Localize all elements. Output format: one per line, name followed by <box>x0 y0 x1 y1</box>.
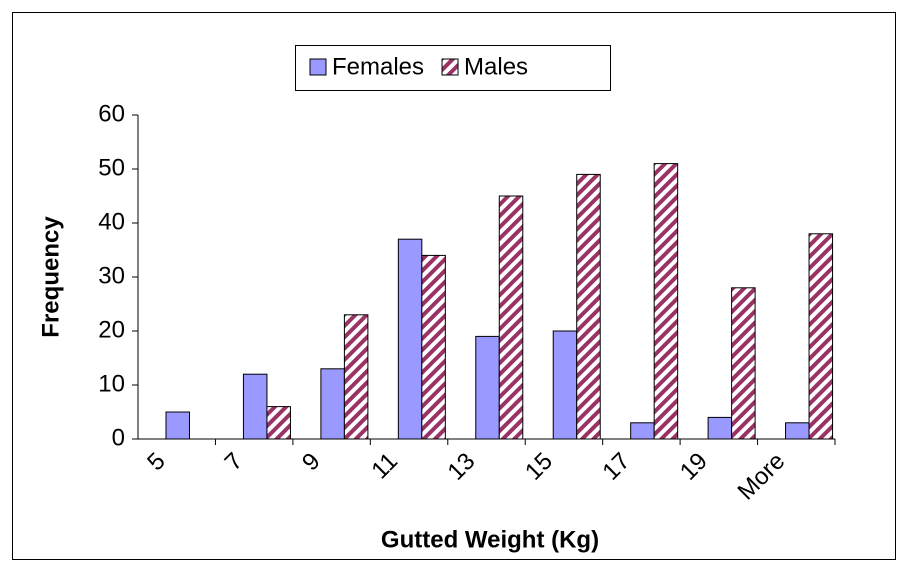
y-tick-label: 0 <box>112 424 125 451</box>
y-tick-label: 10 <box>98 370 125 397</box>
legend-label: Males <box>464 53 528 80</box>
bar <box>397 238 423 440</box>
bar <box>475 335 500 440</box>
bar <box>421 254 446 440</box>
bar <box>731 287 756 440</box>
bar <box>576 173 601 440</box>
legend-label: Females <box>332 53 424 80</box>
bar <box>707 416 733 440</box>
bar <box>343 314 369 440</box>
bar <box>498 195 524 440</box>
chart-frame <box>12 12 896 560</box>
bar <box>320 368 345 440</box>
bar <box>165 411 190 440</box>
bar <box>808 233 834 440</box>
x-axis-label: Gutted Weight (Kg) <box>381 526 599 553</box>
bar <box>242 373 268 440</box>
bar <box>630 422 655 440</box>
y-tick-label: 50 <box>98 154 125 181</box>
y-tick-label: 30 <box>98 262 125 289</box>
y-tick-label: 60 <box>98 100 125 127</box>
bar <box>552 330 578 440</box>
y-tick-label: 40 <box>98 208 125 235</box>
bar <box>266 406 291 440</box>
bar <box>653 163 679 440</box>
y-tick-label: 20 <box>98 316 125 343</box>
legend-swatch <box>309 58 327 76</box>
legend-swatch <box>441 58 459 76</box>
y-axis-label: Frequency <box>37 216 64 338</box>
bar <box>785 422 810 440</box>
